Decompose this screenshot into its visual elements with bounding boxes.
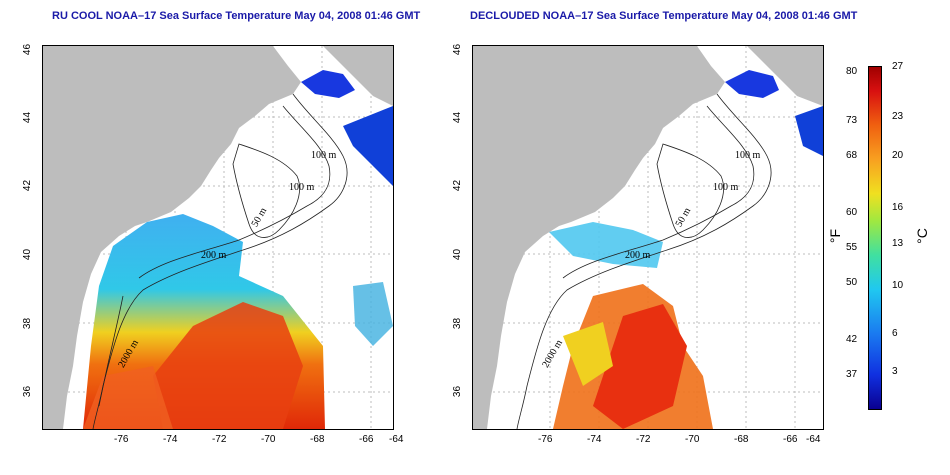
right-x-tick: -76: [538, 434, 553, 445]
right-x-tick: -70: [685, 434, 700, 445]
fahrenheit-tick: 68: [846, 150, 858, 161]
left-y-tick: 44: [22, 111, 34, 124]
right-contour-label-200m: 200 m: [625, 250, 651, 261]
fahrenheit-tick: 42: [846, 334, 858, 345]
right-x-tick: -74: [587, 434, 602, 445]
left-y-tick: 40: [22, 248, 34, 261]
right-contour-label-100m-b: 100 m: [713, 182, 739, 193]
right-y-tick: 42: [452, 179, 464, 192]
fahrenheit-tick: 80: [846, 66, 858, 77]
celsius-tick: 6: [892, 328, 898, 339]
fahrenheit-tick: 55: [846, 242, 858, 253]
right-contour-label-2000m: 2000 m: [540, 338, 565, 370]
left-x-tick: -64: [389, 434, 404, 445]
left-y-tick: 42: [22, 179, 34, 192]
right-y-tick: 36: [452, 385, 464, 398]
right-x-tick: -66: [783, 434, 798, 445]
left-y-tick: 38: [22, 317, 34, 330]
left-x-tick: -72: [212, 434, 227, 445]
right-x-tick: -68: [734, 434, 749, 445]
right-x-tick: -72: [636, 434, 651, 445]
right-x-tick: -64: [806, 434, 821, 445]
fahrenheit-tick: 37: [846, 369, 858, 380]
fahrenheit-tick: 73: [846, 115, 858, 126]
left-y-tick: 46: [22, 43, 34, 56]
left-x-tick: -66: [359, 434, 374, 445]
right-y-tick: 46: [452, 43, 464, 56]
celsius-tick: 27: [892, 61, 904, 72]
left-map-title: RU COOL NOAA–17 Sea Surface Temperature …: [52, 10, 421, 22]
celsius-tick: 13: [892, 238, 904, 249]
left-contour-label-200m: 200 m: [201, 250, 227, 261]
right-contour-label-50m: 50 m: [674, 206, 694, 229]
celsius-tick: 23: [892, 111, 904, 122]
fahrenheit-tick: 60: [846, 207, 858, 218]
celsius-tick: 16: [892, 202, 904, 213]
celsius-tick: 10: [892, 280, 904, 291]
left-x-tick: -68: [310, 434, 325, 445]
right-y-tick: 44: [452, 111, 464, 124]
right-sst-map: 100 m 100 m 50 m 200 m 2000 m: [472, 45, 824, 430]
temperature-colorbar: [868, 66, 882, 410]
right-y-tick: 38: [452, 317, 464, 330]
left-contour-label-50m: 50 m: [250, 206, 270, 229]
left-x-tick: -74: [163, 434, 178, 445]
left-contour-label-100m-a: 100 m: [311, 150, 337, 161]
right-map-title: DECLOUDED NOAA–17 Sea Surface Temperatur…: [470, 10, 858, 22]
right-contour-label-100m-a: 100 m: [735, 150, 761, 161]
fahrenheit-unit-label: °F: [827, 228, 844, 244]
fahrenheit-tick: 50: [846, 277, 858, 288]
left-x-tick: -70: [261, 434, 276, 445]
celsius-tick: 20: [892, 150, 904, 161]
left-contour-label-100m-b: 100 m: [289, 182, 315, 193]
right-y-tick: 40: [452, 248, 464, 261]
celsius-unit-label: °C: [913, 228, 930, 244]
left-sst-map: 100 m 100 m 50 m 200 m 2000 m: [42, 45, 394, 430]
celsius-tick: 3: [892, 366, 898, 377]
left-y-tick: 36: [22, 385, 34, 398]
left-x-tick: -76: [114, 434, 129, 445]
